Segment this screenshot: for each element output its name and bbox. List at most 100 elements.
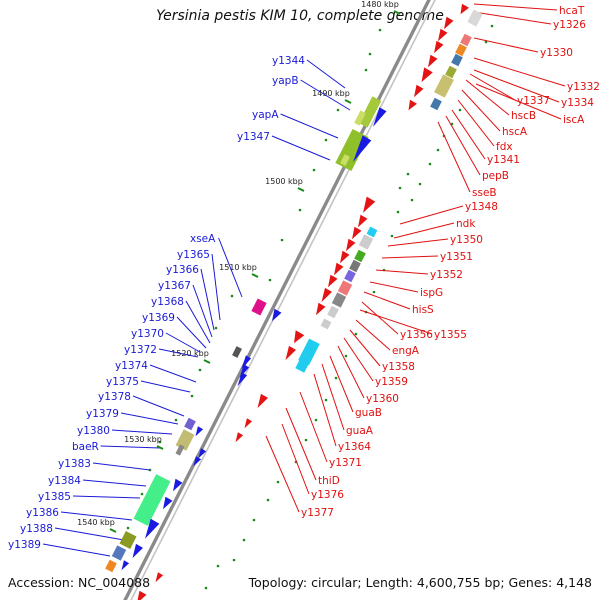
leader-line: [473, 37, 539, 53]
leader-line: [473, 11, 552, 25]
backbone-shadow: [130, 0, 436, 600]
track-dot: [378, 28, 382, 32]
track-dot: [190, 394, 194, 398]
track-dot: [396, 210, 400, 214]
minus-strand-gene-arrow: [352, 226, 362, 240]
gene-label-y1386: y1386: [26, 507, 59, 519]
track-dot: [158, 440, 162, 444]
track-dot: [242, 538, 246, 542]
track-dot: [490, 24, 494, 28]
track-dot: [174, 418, 178, 422]
plus-strand-gene-box: [111, 545, 127, 561]
minus-strand-gene-arrow: [137, 590, 147, 600]
track-dot: [304, 438, 308, 442]
gene-label-pepB: pepB: [482, 170, 509, 182]
minus-strand-gene-box: [455, 43, 467, 57]
gene-label-xseA: xseA: [190, 233, 216, 245]
plus-strand-gene-arrow: [353, 135, 372, 163]
plus-strand-gene-arrow: [198, 448, 207, 459]
backbone-line: [123, 0, 431, 600]
plus-strand-gene-arrow: [195, 426, 204, 437]
gene-label-y1341: y1341: [487, 154, 520, 166]
minus-strand-gene-arrow: [408, 99, 417, 111]
gene-label-y1370: y1370: [131, 328, 164, 340]
track-dot: [428, 162, 432, 166]
minus-strand-gene-box: [298, 338, 320, 366]
track-dot: [354, 332, 358, 336]
track-dot: [214, 326, 218, 330]
scale-tick: [344, 99, 352, 104]
leader-line: [381, 255, 439, 259]
gene-label-y1348: y1348: [465, 201, 498, 213]
minus-strand-gene-arrow: [363, 196, 376, 213]
leader-line: [285, 407, 317, 481]
leader-line: [359, 309, 433, 335]
track-dot: [276, 480, 280, 484]
gene-label-y1356: y1356: [400, 329, 433, 341]
leader-line: [313, 373, 337, 447]
gene-label-y1352: y1352: [430, 269, 463, 281]
track-dot: [484, 40, 488, 44]
leader-line: [100, 445, 161, 449]
gene-label-y1334: y1334: [561, 97, 594, 109]
gene-label-y1372: y1372: [124, 344, 157, 356]
plus-strand-gene-box: [358, 96, 382, 128]
minus-strand-gene-box: [366, 226, 378, 238]
minus-strand-gene-box: [327, 305, 339, 319]
minus-strand-gene-arrow: [340, 250, 350, 264]
gene-label-y1375: y1375: [106, 376, 139, 388]
minus-strand-gene-box: [337, 280, 353, 296]
gene-label-yapB: yapB: [272, 75, 299, 87]
gene-label-y1389: y1389: [8, 539, 41, 551]
scale-tick: [297, 187, 305, 192]
track-dot: [216, 564, 220, 568]
track-dot: [324, 138, 328, 142]
leader-line: [132, 395, 185, 417]
plus-strand-gene-box: [133, 474, 171, 526]
minus-strand-gene-arrow: [321, 287, 332, 303]
leader-line: [218, 237, 243, 298]
track-dot: [324, 398, 328, 402]
leader-line: [451, 109, 486, 160]
scale-tick-label: 1520 kbp: [171, 349, 209, 358]
leader-line: [393, 222, 455, 239]
leader-line: [281, 423, 310, 495]
leader-line: [363, 291, 411, 310]
plus-strand-gene-box: [232, 346, 242, 358]
topology-label: Topology: circular; Length: 4,600,755 bp…: [248, 575, 592, 590]
minus-strand-gene-arrow: [444, 16, 454, 30]
gene-label-y1367: y1367: [158, 280, 191, 292]
plus-strand-gene-box: [335, 128, 369, 172]
minus-strand-gene-box: [467, 9, 483, 27]
leader-line: [265, 435, 300, 513]
minus-strand-gene-box: [451, 53, 463, 67]
minus-strand-gene-arrow: [421, 67, 433, 83]
leader-line: [176, 316, 207, 349]
leader-line: [54, 527, 125, 541]
plus-strand-gene-arrow: [173, 478, 183, 492]
track-dot: [126, 526, 130, 530]
gene-label-y1355: y1355: [434, 329, 467, 341]
leader-line: [149, 364, 197, 383]
gene-label-y1384: y1384: [48, 475, 81, 487]
minus-strand-gene-arrow: [294, 330, 305, 344]
gene-label-engA: engA: [392, 345, 420, 357]
minus-strand-gene-box: [349, 259, 361, 273]
minus-strand-gene-box: [320, 318, 332, 330]
track-dot: [406, 172, 410, 176]
plus-strand-gene-arrow: [145, 518, 160, 539]
leader-line: [469, 73, 516, 101]
leader-line: [280, 113, 339, 139]
leader-line: [437, 121, 471, 193]
plus-strand-gene-arrow: [193, 456, 202, 467]
gene-label-y1365: y1365: [177, 249, 210, 261]
track-dot: [372, 290, 376, 294]
track-dot: [436, 148, 440, 152]
minus-strand-gene-arrow: [334, 262, 344, 276]
gene-label-y1380: y1380: [77, 425, 110, 437]
minus-strand-gene-arrow: [438, 28, 448, 42]
gene-label-y1377: y1377: [301, 507, 334, 519]
leader-line: [158, 348, 199, 358]
plus-strand-gene-arrow: [373, 107, 387, 127]
